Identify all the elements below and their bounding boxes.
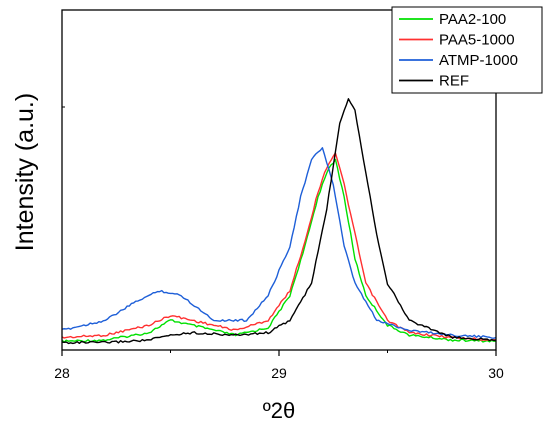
y-axis-title: Intensity (a.u.) (11, 93, 39, 251)
x-tick-label: 30 (488, 365, 504, 381)
series-line (61, 98, 497, 345)
legend-label: ATMP-1000 (439, 52, 518, 69)
x-tick-label: 29 (271, 365, 287, 381)
legend-label: REF (439, 73, 469, 90)
series-line (61, 152, 497, 342)
x-tick-label: 28 (54, 365, 70, 381)
legend-label: PAA5-1000 (439, 32, 515, 49)
series-line (61, 158, 497, 343)
legend: PAA2-100 PAA5-1000 ATMP-1000 REF (391, 6, 543, 94)
legend-label: PAA2-100 (439, 11, 506, 28)
series-layer (61, 98, 497, 345)
legend-box (391, 6, 543, 94)
x-axis-title: º2θ (263, 398, 296, 423)
axes-layer: 28 29 30 (54, 106, 504, 381)
series-line (61, 147, 497, 339)
